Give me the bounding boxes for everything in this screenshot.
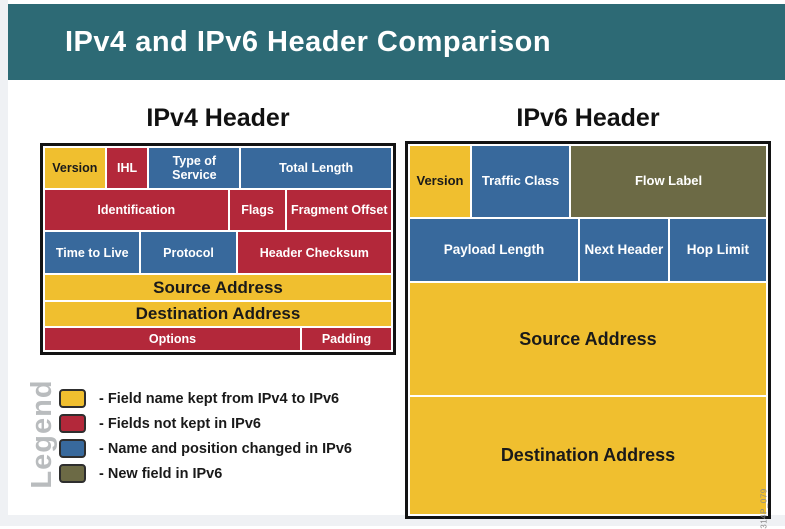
title-banner: IPv4 and IPv6 Header Comparison	[8, 4, 785, 80]
header-row: Version Traffic Class Flow Label	[410, 146, 766, 217]
legend-item: - New field in IPv6	[59, 461, 352, 486]
field-total-length: Total Length	[241, 148, 391, 188]
field-label: Traffic Class	[481, 173, 560, 189]
legend: - Field name kept from IPv4 to IPv6 - Fie…	[59, 386, 352, 486]
header-row: Payload Length Next Header Hop Limit	[410, 219, 766, 281]
field-label: Version	[52, 161, 98, 175]
page-title: IPv4 and IPv6 Header Comparison	[65, 25, 552, 58]
header-row: Options Padding	[45, 328, 391, 350]
ipv6-section-title: IPv6 Header	[516, 104, 660, 132]
header-row: Source Address	[45, 275, 391, 300]
field-flags: Flags	[229, 190, 286, 230]
field-ihl: IHL	[106, 148, 148, 188]
legend-item: - Field name kept from IPv4 to IPv6	[59, 386, 352, 411]
page-left-edge	[0, 0, 8, 526]
field-label: Options	[148, 332, 197, 346]
legend-item: - Name and position changed in IPv6	[59, 436, 352, 461]
field-source-address: Source Address	[410, 283, 766, 395]
field-padding: Padding	[302, 328, 391, 350]
field-identification: Identification	[45, 190, 228, 230]
field-destination-address: Destination Address	[410, 397, 766, 514]
field-payload-length: Payload Length	[410, 219, 578, 281]
watermark: 314P_079	[744, 455, 784, 528]
field-hop-limit: Hop Limit	[669, 219, 766, 281]
field-label: Hop Limit	[686, 242, 750, 258]
ipv6-header-diagram: Version Traffic Class Flow Label Payload Le…	[405, 141, 771, 519]
field-label: Type of Service	[172, 154, 217, 182]
ipv4-header-diagram: Version IHL Type of Service Total Length Ide…	[40, 143, 396, 355]
field-label: Time to Live	[55, 245, 129, 260]
field-source-address: Source Address	[45, 275, 391, 300]
field-label: Source Address	[519, 328, 657, 349]
field-header-checksum: Header Checksum	[237, 232, 391, 273]
field-fragment-offset: Fragment Offset	[287, 190, 391, 230]
field-label: IHL	[117, 161, 138, 175]
field-label: Flow Label	[634, 173, 703, 189]
field-protocol: Protocol	[141, 232, 236, 273]
field-label: Destination Address	[500, 445, 676, 466]
page-bottom-edge	[0, 515, 785, 526]
field-label: Protocol	[163, 245, 214, 260]
watermark-text: 314P_079	[759, 488, 769, 529]
legend-swatch-not_kept	[59, 414, 86, 433]
field-label: Source Address	[153, 277, 283, 297]
field-version: Version	[45, 148, 105, 188]
legend-item-text: - New field in IPv6	[99, 465, 223, 482]
field-label: Version	[416, 173, 464, 189]
header-row: Time to Live Protocol Header Checksum	[45, 232, 391, 273]
legend-swatch-kept	[59, 389, 86, 408]
field-label: Payload Length	[443, 242, 545, 258]
field-label: Identification	[97, 203, 176, 217]
field-time-to-live: Time to Live	[45, 232, 140, 273]
field-label: Fragment Offset	[290, 203, 388, 217]
legend-swatch-changed	[59, 439, 86, 458]
field-traffic-class: Traffic Class	[471, 146, 570, 217]
legend-item-text: - Fields not kept in IPv6	[99, 415, 261, 432]
field-version: Version	[410, 146, 470, 217]
header-row: Identification Flags Fragment Offset	[45, 190, 391, 230]
field-label: Destination Address	[135, 304, 301, 324]
field-flow-label: Flow Label	[571, 146, 766, 217]
ipv4-section-title: IPv4 Header	[146, 104, 290, 132]
field-label: Next Header	[584, 242, 664, 258]
header-row: Destination Address	[45, 302, 391, 326]
legend-title-text: Legend	[25, 379, 58, 489]
field-next-header: Next Header	[579, 219, 668, 281]
header-row: Version IHL Type of Service Total Length	[45, 148, 391, 188]
field-options: Options	[45, 328, 300, 350]
header-row: Destination Address	[410, 397, 766, 514]
legend-item: - Fields not kept in IPv6	[59, 411, 352, 436]
field-destination-address: Destination Address	[45, 302, 391, 326]
field-label: Flags	[241, 203, 274, 217]
field-label: Padding	[321, 332, 372, 346]
legend-item-text: - Name and position changed in IPv6	[99, 440, 352, 457]
legend-swatch-new_field	[59, 464, 86, 483]
field-label: Total Length	[279, 161, 354, 175]
field-type-of-service: Type of Service	[149, 148, 240, 188]
legend-item-text: - Field name kept from IPv4 to IPv6	[99, 390, 340, 407]
header-row: Source Address	[410, 283, 766, 395]
field-label: Header Checksum	[259, 245, 369, 260]
